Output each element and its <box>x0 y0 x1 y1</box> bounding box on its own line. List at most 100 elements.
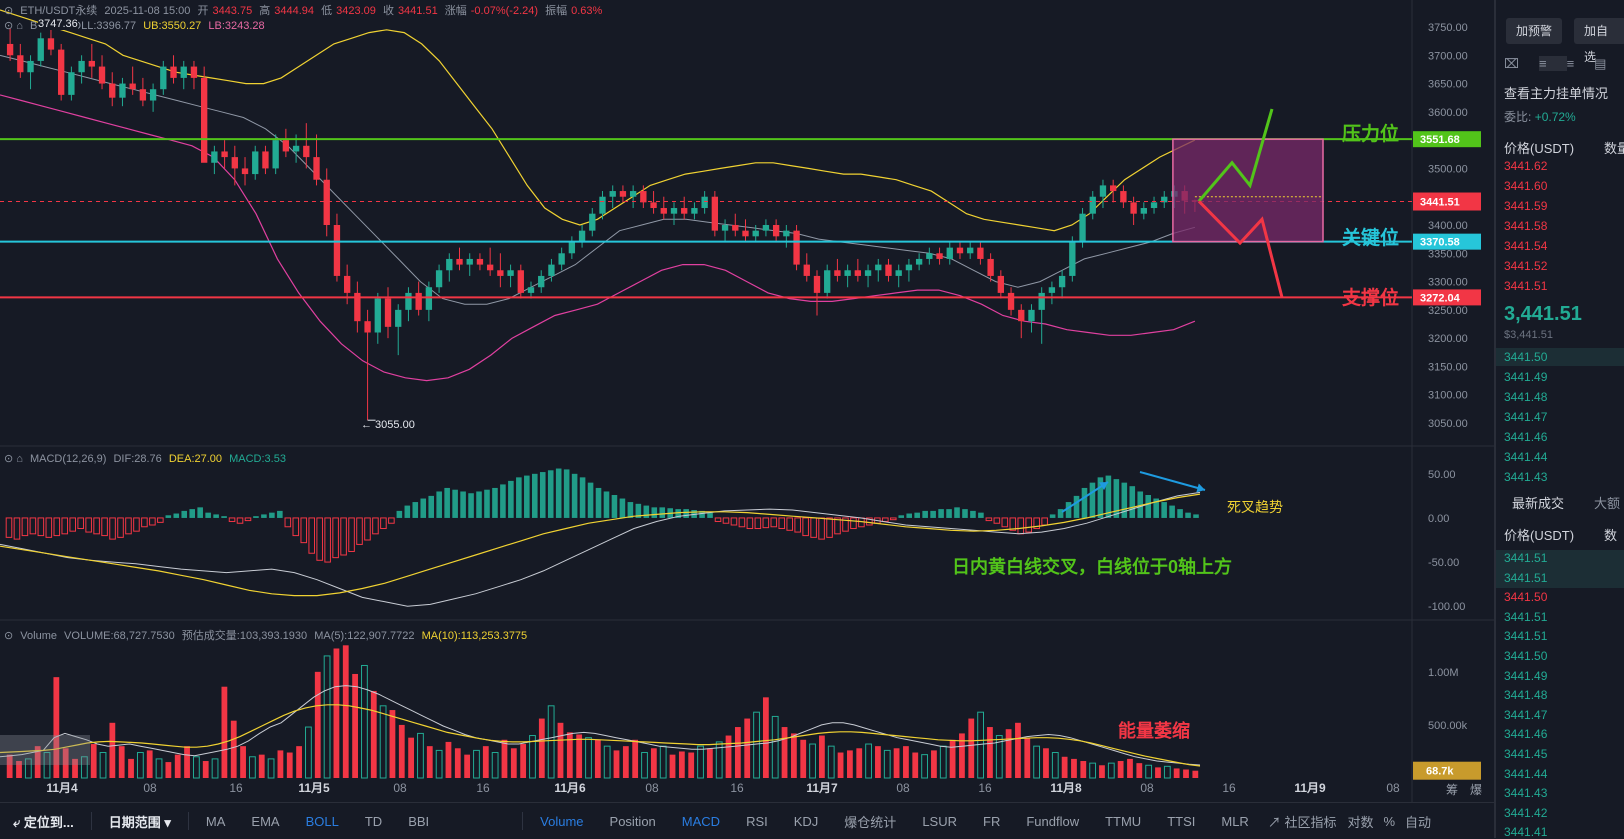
macd-histogram-bar <box>284 517 292 528</box>
volume-bar <box>883 749 891 779</box>
collapse-icon[interactable]: ⊙ <box>4 5 14 17</box>
volume-bar <box>277 750 284 778</box>
tab-mlr[interactable]: MLR <box>1221 813 1249 829</box>
trade-row[interactable]: 3441.51 <box>1504 629 1548 644</box>
orderbook-split-icon[interactable]: ▤ <box>1594 56 1624 71</box>
volume-bar <box>118 746 125 778</box>
ask-row[interactable]: 3441.58 <box>1504 219 1548 233</box>
ask-row[interactable]: 3441.60 <box>1504 179 1548 193</box>
ask-row[interactable]: 3441.62 <box>1504 159 1548 173</box>
boll-ub: UB:3550.27 <box>143 20 202 32</box>
trade-row[interactable]: 3441.51 <box>1504 570 1548 585</box>
tab-kdj[interactable]: KDJ <box>793 813 819 829</box>
percent-toggle[interactable]: % <box>1383 813 1396 829</box>
bid-row[interactable]: 3441.50 <box>1504 350 1548 364</box>
boll-collapse-icon[interactable]: ⊙ ⌂ <box>4 20 23 32</box>
tab-bbi[interactable]: BBI <box>408 813 430 829</box>
add-alert-button[interactable]: 加预警 <box>1506 18 1563 44</box>
bid-row[interactable]: 3441.44 <box>1504 450 1548 464</box>
candle-body <box>343 275 351 293</box>
trade-row[interactable]: 3441.44 <box>1504 766 1548 781</box>
trade-row[interactable]: 3441.51 <box>1504 609 1548 624</box>
bid-row[interactable]: 3441.49 <box>1504 370 1548 384</box>
volume-bar <box>90 744 97 778</box>
tab-fundflow[interactable]: Fundflow <box>1026 813 1080 829</box>
volume-bar <box>1033 745 1041 779</box>
macd-collapse-icon[interactable]: ⊙ ⌂ <box>4 453 23 465</box>
tab-lsur[interactable]: LSUR <box>922 813 957 829</box>
locate-button[interactable]: ⤶ 定位到... <box>0 812 87 831</box>
trades-tab-latest[interactable]: 最新成交 <box>1512 496 1565 511</box>
trades-tab-large[interactable]: 大额 <box>1594 496 1621 511</box>
orderbook-both-icon[interactable]: ⌧ <box>1504 56 1539 71</box>
trade-row[interactable]: 3441.41 <box>1504 825 1548 839</box>
volume-bar <box>1071 758 1077 778</box>
candle-body <box>1028 309 1035 322</box>
trade-row[interactable]: 3441.51 <box>1504 551 1548 565</box>
volume-collapse-icon[interactable]: ⊙ <box>4 630 14 642</box>
trade-row[interactable]: 3441.50 <box>1504 590 1548 605</box>
chip-toggle[interactable]: 筹 <box>1446 783 1459 797</box>
candle-body <box>456 258 463 265</box>
volume-bar <box>1005 729 1012 778</box>
tab-volume[interactable]: Volume <box>540 813 584 829</box>
tab-ma[interactable]: MA <box>205 813 226 829</box>
trade-row[interactable]: 3441.46 <box>1504 727 1548 742</box>
tab-ttmu[interactable]: TTMU <box>1105 813 1142 829</box>
macd-histogram-bar <box>1073 495 1080 518</box>
tab-boll[interactable]: BOLL <box>305 813 339 829</box>
log-toggle[interactable]: 对数 <box>1347 814 1374 830</box>
trade-row[interactable]: 3441.50 <box>1504 649 1548 663</box>
chart-area[interactable]: 3750.003700.003650.003600.003550.003500.… <box>0 0 1494 838</box>
trade-row[interactable]: 3441.45 <box>1504 747 1548 761</box>
candle-body <box>1161 196 1168 203</box>
macd-dea: DEA:27.00 <box>168 453 223 465</box>
tab-liquidation[interactable]: 爆仓统计 <box>844 814 897 830</box>
price-tag-bg <box>1413 289 1481 306</box>
macd-histogram-bar <box>547 470 554 518</box>
volume-tick-label: 1.00M <box>1428 667 1459 679</box>
candle-body <box>946 247 953 259</box>
add-favorite-button[interactable]: 加自选 <box>1574 18 1624 64</box>
date-range-button[interactable]: 日期范围 ▾ <box>96 812 184 831</box>
ask-row[interactable]: 3441.59 <box>1504 199 1548 213</box>
datetime-label: 2025-11-08 15:00 <box>104 5 191 17</box>
orderbook-asks-icon[interactable]: ≡ <box>1566 56 1595 71</box>
trade-row[interactable]: 3441.48 <box>1504 688 1548 703</box>
tab-fr[interactable]: FR <box>983 813 1001 829</box>
tab-macd[interactable]: MACD <box>681 813 721 829</box>
bid-row[interactable]: 3441.47 <box>1504 410 1548 424</box>
orderbook-bids-icon[interactable]: ≡ <box>1538 56 1567 71</box>
trade-row[interactable]: 3441.47 <box>1504 707 1548 722</box>
boll-header: ⊙ ⌂ BOLL BOLL:3396.77 UB:3550.27 LB:3243… <box>4 19 269 32</box>
community-indicators-button[interactable]: ↗ 社区指标 <box>1262 812 1343 831</box>
macd-histogram-bar <box>993 517 1001 524</box>
tab-ttsi[interactable]: TTSI <box>1167 813 1196 829</box>
trade-row[interactable]: 3441.43 <box>1504 786 1548 801</box>
orderbook-title[interactable]: 查看主力挂单情况 <box>1504 86 1609 101</box>
volume-name: Volume <box>20 630 57 642</box>
order-book-panel: 加预警 加自选 ⌧≡≡▤ 查看主力挂单情况 委比: +0.72% 价格(USDT… <box>1494 0 1624 839</box>
tab-position[interactable]: Position <box>609 813 656 829</box>
tab-rsi[interactable]: RSI <box>746 813 768 829</box>
death-cross-note: 死叉趋势 <box>1227 499 1283 515</box>
volume-bar <box>1136 763 1143 778</box>
tab-td[interactable]: TD <box>364 813 383 829</box>
bid-row[interactable]: 3441.43 <box>1504 470 1548 484</box>
bid-row[interactable]: 3441.46 <box>1504 430 1548 444</box>
bid-row[interactable]: 3441.48 <box>1504 390 1548 404</box>
tab-ema[interactable]: EMA <box>251 813 280 829</box>
trade-row[interactable]: 3441.42 <box>1504 805 1548 820</box>
macd-histogram-bar <box>579 477 586 518</box>
volume-bar <box>482 746 489 778</box>
candle-body <box>1048 287 1056 293</box>
ask-row[interactable]: 3441.52 <box>1504 259 1548 273</box>
ask-row[interactable]: 3441.54 <box>1504 239 1548 253</box>
macd-histogram-bar <box>1049 514 1056 518</box>
burst-toggle[interactable]: 爆 <box>1470 783 1483 797</box>
ask-row[interactable]: 3441.51 <box>1504 279 1548 293</box>
auto-toggle[interactable]: 自动 <box>1405 814 1432 830</box>
main-chart-svg[interactable]: 3750.003700.003650.003600.003550.003500.… <box>0 0 1494 802</box>
trade-row[interactable]: 3441.49 <box>1504 668 1548 683</box>
price-tick-label: 3650.00 <box>1428 79 1468 91</box>
